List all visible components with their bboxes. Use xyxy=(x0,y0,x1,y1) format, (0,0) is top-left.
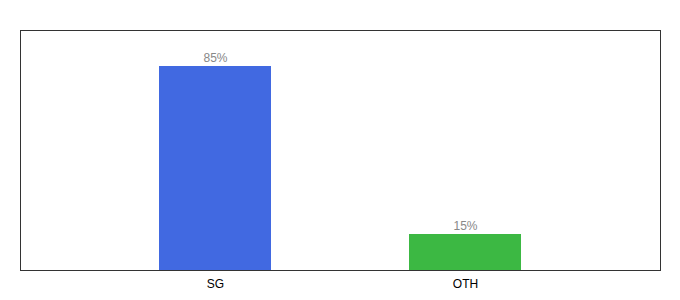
svg-text:15%: 15% xyxy=(453,219,477,233)
svg-text:OTH: OTH xyxy=(453,277,478,291)
svg-text:SG: SG xyxy=(207,277,224,291)
svg-text:85%: 85% xyxy=(203,51,227,65)
